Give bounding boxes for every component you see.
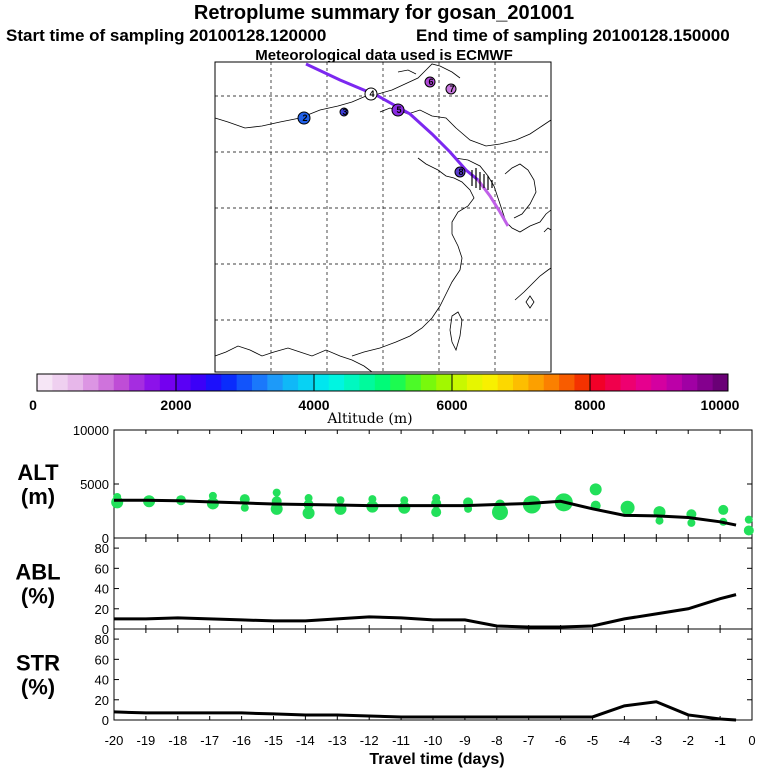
scatter-point xyxy=(208,491,217,500)
met-data-label: Meteorological data used is ECMWF xyxy=(255,47,513,64)
scatter-point xyxy=(491,504,508,521)
series-line-str xyxy=(113,700,737,722)
y-tick-label: 40 xyxy=(95,582,109,597)
scatter-point xyxy=(432,494,441,503)
x-tick-label: -9 xyxy=(459,733,471,748)
x-tick-label: -1 xyxy=(714,733,726,748)
y-tick-label: 20 xyxy=(95,602,109,617)
scatter-point xyxy=(240,503,249,512)
start-time-label: Start time of sampling 20100128.120000 xyxy=(6,26,327,45)
y-tick-label: 5000 xyxy=(80,477,109,492)
y-tick-label: 0 xyxy=(102,531,109,546)
scatter-point xyxy=(272,488,281,497)
scatter-point xyxy=(302,507,315,520)
x-tick-label: -3 xyxy=(651,733,663,748)
y-tick-label: 40 xyxy=(95,673,109,688)
x-tick-label: -11 xyxy=(392,733,410,748)
y-axis-label: ABL xyxy=(15,560,60,585)
scatter-point xyxy=(687,518,696,527)
scatter-point xyxy=(304,494,313,503)
panel-alt: 0 5000 10000 ALT(m) xyxy=(17,423,754,546)
x-axis-label: Travel time (days) xyxy=(369,751,504,768)
panel-frame xyxy=(113,628,753,721)
scatter-point xyxy=(368,495,377,504)
chart-title: Retroplume summary for gosan_201001 xyxy=(193,2,575,24)
x-tick-label: -15 xyxy=(264,733,283,748)
x-tick-label: -20 xyxy=(105,733,124,748)
scatter-point xyxy=(718,504,729,515)
panel-abl: 0 20 40 60 80 ABL(%) xyxy=(15,537,753,637)
scatter-point xyxy=(620,500,635,515)
x-tick-label: -12 xyxy=(360,733,379,748)
panel-str: 0 20 40 60 80 STR(%) xyxy=(16,628,753,728)
y-tick-label: 60 xyxy=(95,561,109,576)
x-axis: -20 -19 -18 -17 -16 -15 -14 -13 -12 -11 -10 -9 -8 -7-… xyxy=(105,733,756,748)
y-tick-label: 20 xyxy=(95,693,109,708)
y-tick-label: 60 xyxy=(95,652,109,667)
y-tick-label: 0 xyxy=(102,713,109,728)
scatter-point xyxy=(400,496,409,505)
scatter-point xyxy=(655,516,664,525)
x-tick-label: -13 xyxy=(328,733,347,748)
x-tick-label: -10 xyxy=(424,733,443,748)
y-tick-label: 10000 xyxy=(73,423,109,438)
x-tick-label: -16 xyxy=(232,733,251,748)
series-line-alt xyxy=(114,498,737,527)
scatter-point xyxy=(431,507,442,518)
x-tick-label: -4 xyxy=(619,733,631,748)
series-line-abl xyxy=(114,593,737,629)
x-tick-label: -2 xyxy=(682,733,694,748)
scatter-point xyxy=(589,483,602,496)
y-tick-label: 80 xyxy=(95,632,109,647)
y-axis-label: (%) xyxy=(21,584,55,609)
x-tick-label: -19 xyxy=(137,733,156,748)
y-axis-label: STR xyxy=(16,651,60,676)
x-tick-label: -7 xyxy=(523,733,535,748)
x-tick-label: 0 xyxy=(748,733,755,748)
x-tick-label: -17 xyxy=(200,733,219,748)
scatter-point xyxy=(744,515,753,524)
y-axis-label: (%) xyxy=(21,675,55,700)
x-tick-label: -18 xyxy=(168,733,187,748)
x-tick-label: -14 xyxy=(296,733,315,748)
scatter-point xyxy=(270,502,283,515)
y-axis-label: ALT xyxy=(17,460,59,485)
scatter-point xyxy=(336,496,345,505)
y-axis-label: (m) xyxy=(21,484,55,509)
end-time-label: End time of sampling 20100128.150000 xyxy=(416,26,730,45)
x-tick-label: -6 xyxy=(555,733,567,748)
y-tick-label: 80 xyxy=(95,541,109,556)
y-tick-label: 0 xyxy=(102,622,109,637)
x-tick-label: -8 xyxy=(491,733,503,748)
x-tick-label: -5 xyxy=(587,733,599,748)
scatter-point xyxy=(743,525,754,536)
